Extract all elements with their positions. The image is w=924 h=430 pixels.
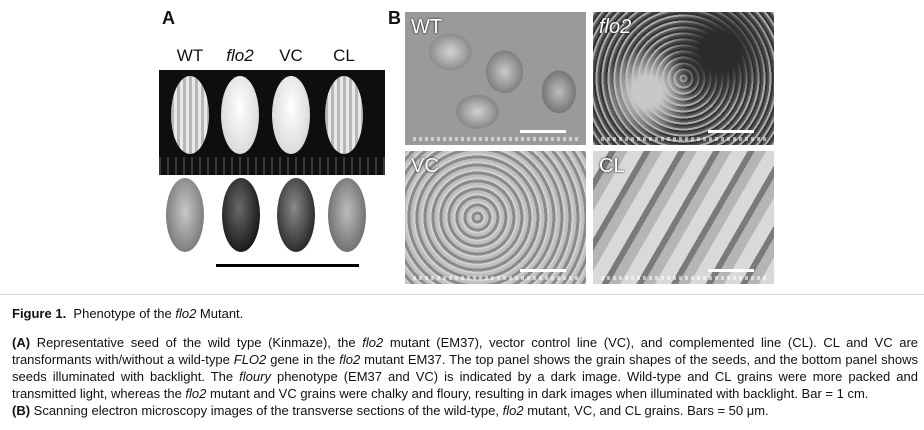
caption-text: Scanning electron microscopy images of t…	[30, 403, 503, 418]
sem-info-bar	[413, 137, 578, 141]
sem-info-bar	[601, 276, 766, 280]
sem-info-bar	[601, 137, 766, 141]
figure-number: Figure 1.	[12, 306, 67, 321]
panel-b-letter: B	[388, 8, 401, 28]
divider	[0, 294, 924, 295]
sem-image-flo2: flo2	[593, 12, 774, 145]
sem-scale-bar	[708, 130, 754, 133]
sem-scale-bar	[520, 269, 566, 272]
caption-text: gene in the	[266, 352, 340, 367]
caption-panel-b: (B) Scanning electron microscopy images …	[12, 402, 918, 419]
sem-image-cl: CL	[593, 151, 774, 284]
caption-a-label: (A)	[12, 335, 31, 350]
ruler-strip	[159, 157, 385, 175]
caption-italic: flo2	[185, 386, 207, 401]
backlit-grain-vc	[277, 178, 315, 252]
panel-a-letter: A	[162, 8, 175, 28]
sem-label-flo2: flo2	[599, 16, 632, 38]
caption-italic: flo2	[339, 352, 361, 367]
caption-text: mutant, VC, and CL grains. Bars = 50 μm.	[523, 403, 769, 418]
figure-title-suffix: Mutant.	[196, 306, 244, 321]
grain-wt	[171, 76, 209, 154]
sem-scale-bar	[708, 269, 754, 272]
caption-italic: flo2	[362, 335, 384, 350]
backlit-grain-wt	[166, 178, 204, 252]
caption-text: Representative seed of the wild type (Ki…	[30, 335, 363, 350]
figure-title-text: Phenotype of the	[73, 306, 176, 321]
sem-info-bar	[413, 276, 578, 280]
sem-label-cl: CL	[599, 155, 625, 177]
label-cl: CL	[333, 46, 355, 65]
sem-image-wt: WT	[405, 12, 586, 145]
sem-scale-bar	[520, 130, 566, 133]
grain-vc	[272, 76, 310, 154]
grain-flo2	[221, 76, 259, 154]
label-wt: WT	[176, 46, 204, 65]
sem-label-wt: WT	[411, 16, 443, 38]
caption-italic: flo2	[502, 403, 524, 418]
caption-italic: FLO2	[233, 352, 267, 367]
backlit-grain-cl	[328, 178, 366, 252]
label-vc: VC	[279, 46, 303, 65]
sem-label-vc: VC	[411, 155, 439, 177]
backlit-grain-flo2	[222, 178, 260, 252]
caption-italic: floury	[239, 369, 271, 384]
figure-title-italic: flo2	[175, 306, 197, 321]
scale-bar-1cm	[216, 264, 359, 267]
caption-b-label: (B)	[12, 403, 31, 418]
grain-cl	[325, 76, 363, 154]
caption-text: mutant and VC grains were chalky and flo…	[206, 386, 869, 401]
caption-text: mutant EM37. The top panel shows the gra…	[12, 352, 918, 384]
caption-panel-a: (A) Representative seed of the wild type…	[12, 334, 918, 402]
caption-text: phenotype (EM37 and VC) is indicated by …	[12, 369, 918, 401]
caption-text: mutant (EM37), vector control line (VC),…	[12, 335, 919, 367]
sem-image-vc: VC	[405, 151, 586, 284]
label-flo2: flo2	[226, 46, 254, 65]
figure-title: Figure 1. Phenotype of the flo2 Mutant.	[12, 306, 243, 321]
